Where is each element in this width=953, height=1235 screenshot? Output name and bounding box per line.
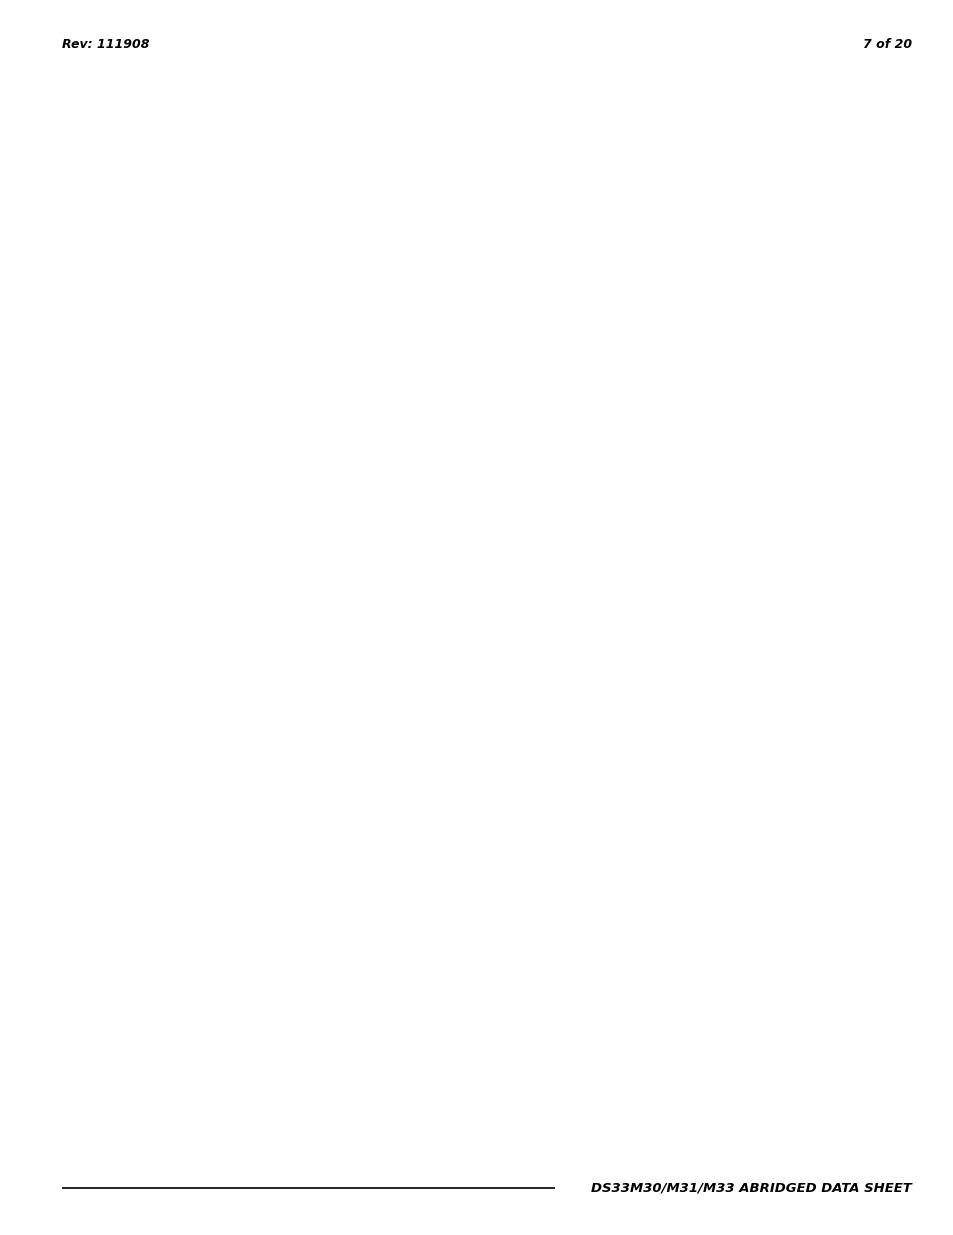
Text: 7 of 20: 7 of 20 [862,38,911,52]
Text: DS33M30/M31/M33 ABRIDGED DATA SHEET: DS33M30/M31/M33 ABRIDGED DATA SHEET [591,1182,911,1194]
Text: Rev: 111908: Rev: 111908 [62,38,150,52]
